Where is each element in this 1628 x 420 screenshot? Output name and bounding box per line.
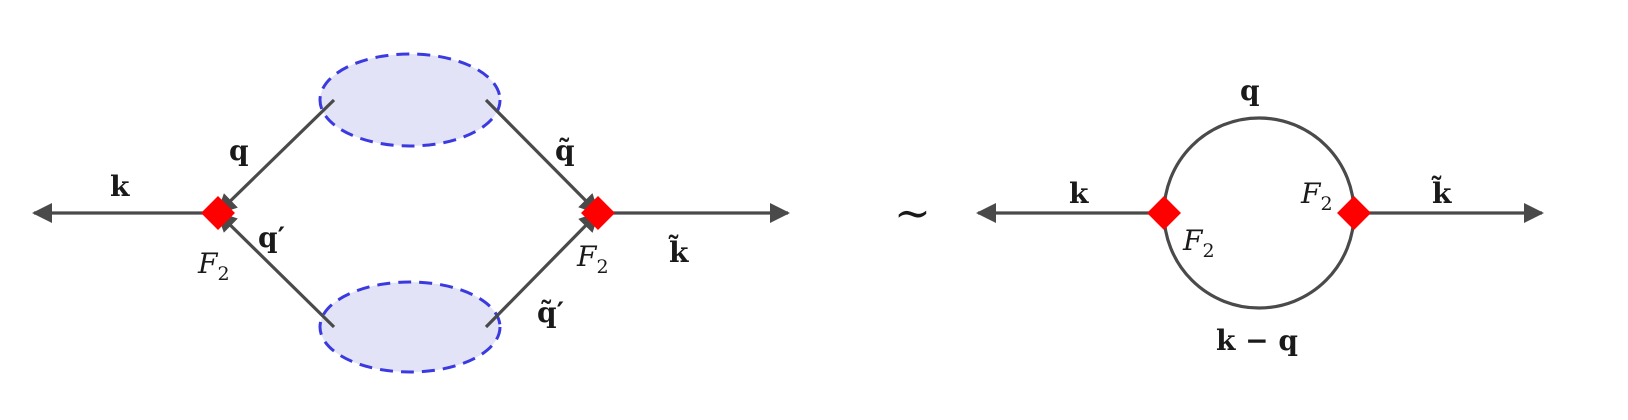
label-vertex-left: F2	[197, 247, 230, 285]
label-k: k	[110, 170, 130, 203]
label-vertex-right: F2	[576, 240, 609, 278]
lower-blob	[318, 280, 502, 374]
label-k-tilde-right: k̃	[1431, 175, 1452, 210]
left-diagram: k q q′ q̃ q̃′ k̃ F2 F2	[32, 52, 790, 374]
vertex-left-loop	[1147, 196, 1181, 230]
vertex-left	[201, 196, 235, 230]
label-q-top: q	[1240, 74, 1260, 107]
label-vertex-right-loop: F2	[1300, 177, 1333, 215]
upper-blob	[318, 52, 502, 148]
label-k-right: k	[1069, 177, 1089, 210]
propagator-q-prime	[216, 211, 336, 329]
propagator-q-tilde-prime	[484, 211, 600, 329]
right-diagram: k q k − q k̃ F2 F2	[976, 74, 1544, 357]
vertex-right	[581, 196, 615, 230]
label-q: q	[229, 134, 249, 167]
propagator-q	[216, 98, 336, 215]
label-q-tilde: q̃	[555, 134, 575, 167]
label-k-tilde: k̃	[668, 234, 689, 269]
label-vertex-left-loop: F2	[1182, 224, 1215, 262]
propagator-q-tilde	[484, 98, 600, 215]
label-q-tilde-prime: q̃′	[537, 296, 564, 329]
label-k-minus-q: k − q	[1216, 324, 1298, 357]
label-q-prime: q′	[258, 221, 285, 254]
equivalence-symbol: ∼	[894, 188, 931, 239]
vertex-right-loop	[1337, 196, 1371, 230]
